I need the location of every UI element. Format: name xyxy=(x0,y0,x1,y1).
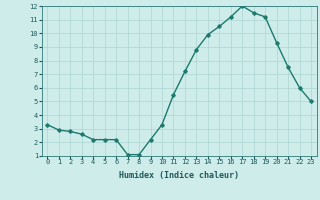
X-axis label: Humidex (Indice chaleur): Humidex (Indice chaleur) xyxy=(119,171,239,180)
